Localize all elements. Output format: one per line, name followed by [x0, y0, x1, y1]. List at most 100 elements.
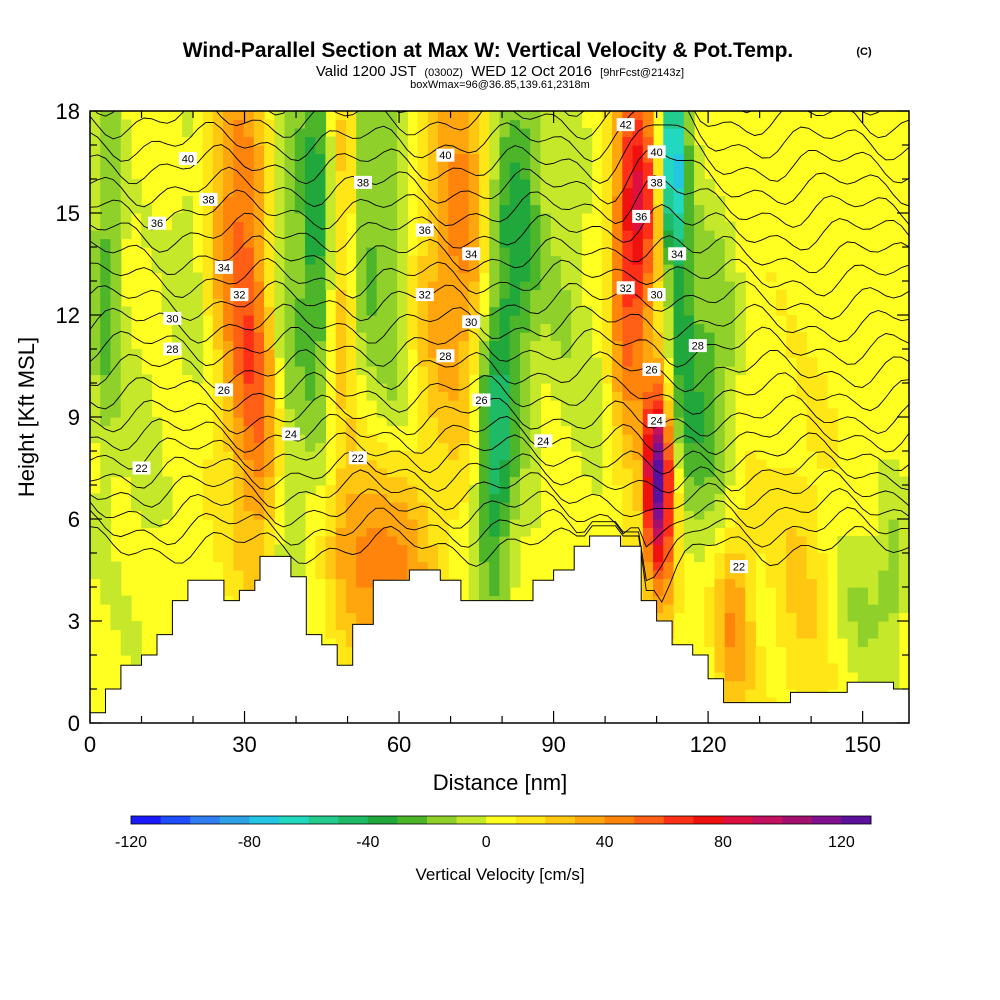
heat-cell	[560, 306, 572, 316]
heat-cell	[663, 519, 675, 529]
contour-label-text: 32	[233, 290, 245, 302]
heat-cell	[673, 340, 685, 350]
heat-cell	[366, 459, 378, 469]
heat-cell	[694, 434, 705, 444]
heat-cell	[745, 604, 757, 614]
heat-cell	[182, 128, 193, 138]
heat-cell	[540, 136, 552, 146]
heat-cell	[458, 272, 470, 282]
heat-cell	[284, 408, 296, 418]
heat-cell	[489, 119, 501, 129]
heat-cell	[622, 434, 634, 444]
heat-cell	[264, 357, 275, 367]
heat-cell	[479, 417, 490, 427]
heat-cell	[284, 502, 296, 512]
heat-cell	[345, 527, 357, 537]
y-tick-label: 12	[56, 303, 80, 328]
heat-cell	[223, 213, 234, 223]
heat-cell	[233, 136, 245, 146]
heat-cell	[274, 468, 286, 478]
heat-cell	[397, 162, 408, 172]
heat-cell	[622, 536, 634, 546]
heat-cell	[110, 230, 122, 240]
contour-label: 28	[688, 339, 707, 353]
heat-cell	[243, 510, 255, 520]
heat-cell	[171, 332, 183, 342]
heat-cell	[274, 298, 286, 308]
heat-cell	[243, 476, 255, 486]
heat-cell	[468, 553, 480, 563]
heat-cell	[704, 476, 716, 486]
heat-cell	[581, 408, 593, 418]
heat-cell	[571, 315, 582, 325]
heat-cell	[786, 578, 797, 588]
heat-cell	[130, 391, 142, 401]
heat-cell	[724, 281, 736, 291]
heat-cell	[386, 527, 398, 537]
heat-cell	[243, 442, 255, 452]
heat-cell	[110, 357, 122, 367]
heat-cell	[345, 383, 357, 393]
heat-cell	[530, 247, 542, 257]
heat-cell	[642, 196, 654, 206]
heat-cell	[694, 442, 705, 452]
contour-label: 32	[616, 281, 635, 295]
heat-cell	[151, 451, 163, 461]
heat-cell	[335, 162, 347, 172]
heat-cell	[366, 187, 378, 197]
heat-cell	[366, 468, 378, 478]
heat-cell	[458, 391, 470, 401]
heat-cell	[284, 221, 296, 231]
heat-cell	[857, 544, 869, 554]
heat-cell	[479, 145, 490, 155]
heat-cell	[294, 425, 306, 435]
heat-cell	[816, 621, 828, 631]
heat-cell	[356, 196, 368, 206]
heat-cell	[479, 111, 490, 121]
heat-cell	[438, 255, 449, 265]
heat-cell	[601, 204, 613, 214]
heat-cell	[489, 136, 501, 146]
heat-cell	[120, 128, 132, 138]
heat-cell	[315, 536, 327, 546]
heat-cell	[284, 493, 296, 503]
heat-cell	[356, 281, 368, 291]
contour-label-text: 36	[635, 211, 647, 223]
contour-label-text: 26	[218, 385, 230, 397]
heat-cell	[233, 510, 245, 520]
heat-cell	[90, 340, 101, 350]
heat-cell	[438, 408, 449, 418]
heat-cell	[233, 119, 245, 129]
heat-cell	[632, 306, 644, 316]
heat-cell	[264, 451, 275, 461]
heat-cell	[663, 111, 675, 121]
heat-cell	[601, 162, 613, 172]
heat-cell	[264, 366, 275, 376]
heat-cell	[489, 289, 501, 299]
heat-cell	[499, 264, 511, 274]
heat-cell	[653, 425, 664, 435]
heat-cell	[468, 162, 480, 172]
heat-cell	[745, 544, 757, 554]
heat-cell	[663, 604, 675, 614]
heat-cell	[335, 553, 347, 563]
heat-cell	[253, 162, 265, 172]
heat-cell	[601, 196, 613, 206]
heat-cell	[243, 323, 255, 333]
heat-cell	[376, 204, 388, 214]
heat-cell	[509, 238, 521, 248]
heat-cell	[90, 272, 101, 282]
heat-cell	[622, 425, 634, 435]
heat-cell	[120, 391, 132, 401]
heat-cell	[458, 451, 470, 461]
heat-cell	[694, 383, 705, 393]
heat-cell	[663, 323, 675, 333]
heat-cell	[632, 493, 644, 503]
heat-cell	[694, 230, 705, 240]
heat-cell	[847, 638, 859, 648]
heat-cell	[212, 408, 224, 418]
heat-cell	[294, 187, 306, 197]
heat-cell	[745, 663, 757, 673]
heat-cell	[509, 493, 521, 503]
theta-contour-line	[90, 175, 909, 231]
